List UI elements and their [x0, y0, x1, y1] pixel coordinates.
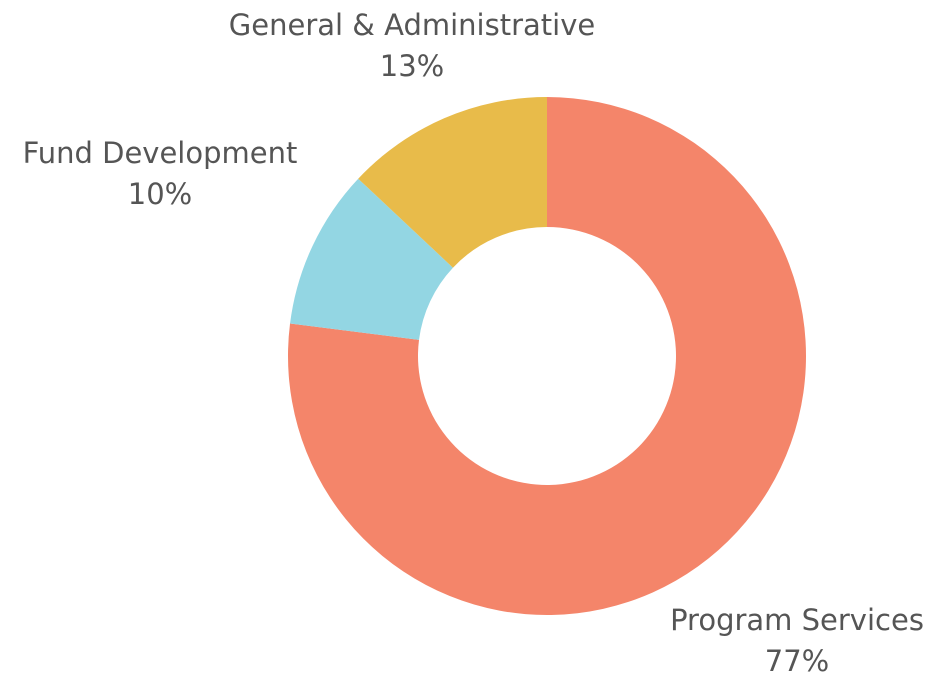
- slice-label: Program Services: [670, 603, 924, 637]
- donut-slice: [290, 178, 453, 340]
- slice-label: General & Administrative: [229, 8, 595, 42]
- slice-label: Fund Development: [23, 136, 298, 170]
- slice-value-label: 13%: [380, 49, 444, 83]
- slice-value-label: 77%: [765, 644, 829, 678]
- donut-slice: [288, 97, 806, 615]
- slice-value-label: 10%: [128, 177, 192, 211]
- donut-slice: [358, 97, 547, 268]
